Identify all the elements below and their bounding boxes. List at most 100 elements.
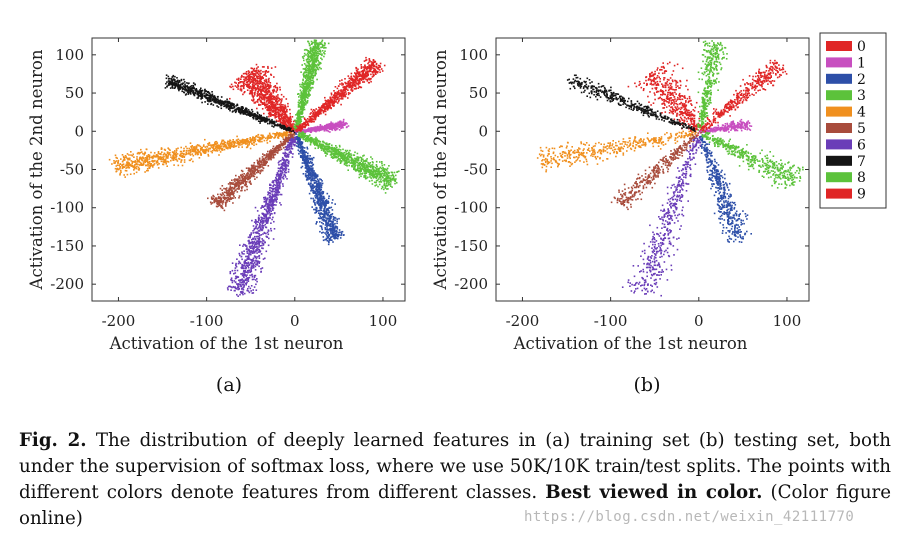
data-point — [247, 75, 250, 77]
data-point — [318, 214, 321, 216]
data-point — [271, 97, 274, 100]
data-point — [330, 149, 333, 151]
data-point — [258, 93, 261, 96]
data-point — [279, 86, 281, 89]
data-point — [228, 146, 231, 149]
data-point — [298, 143, 301, 146]
data-point — [387, 183, 390, 185]
data-point — [288, 123, 290, 126]
data-point — [163, 148, 166, 151]
data-point — [172, 155, 175, 158]
data-point — [258, 89, 260, 91]
data-point — [259, 79, 262, 82]
data-point — [369, 162, 371, 164]
data-point — [306, 163, 308, 165]
data-point — [363, 168, 365, 171]
data-point — [243, 78, 245, 81]
data-point — [117, 160, 119, 163]
data-point — [261, 238, 263, 240]
data-point — [196, 151, 199, 153]
data-point — [257, 66, 259, 68]
data-point — [125, 163, 128, 166]
data-point — [248, 85, 251, 88]
data-point — [176, 153, 179, 155]
data-point — [338, 217, 340, 220]
data-point — [229, 144, 232, 147]
data-point — [300, 144, 302, 147]
data-point — [199, 152, 202, 154]
data-point — [340, 152, 343, 155]
data-point — [325, 200, 327, 202]
data-point — [267, 87, 270, 89]
data-point — [147, 154, 150, 156]
data-point — [335, 151, 337, 154]
data-point — [216, 203, 219, 205]
data-point — [347, 161, 349, 163]
data-point — [253, 175, 256, 178]
data-point — [324, 226, 326, 229]
data-point — [283, 139, 286, 141]
data-point — [323, 128, 325, 131]
data-point — [220, 198, 222, 201]
data-point — [274, 135, 277, 137]
data-point — [301, 148, 304, 150]
data-point — [266, 231, 269, 234]
data-point — [281, 135, 283, 138]
data-point — [265, 162, 268, 165]
data-point — [326, 123, 328, 126]
data-point — [251, 70, 253, 73]
data-point — [364, 168, 367, 170]
data-point — [261, 159, 264, 162]
data-point — [150, 163, 152, 165]
data-point — [248, 177, 251, 180]
data-point — [240, 140, 242, 143]
data-point — [179, 153, 182, 156]
data-point — [323, 204, 326, 206]
data-point — [255, 241, 258, 244]
data-point — [230, 182, 232, 184]
data-point — [364, 177, 367, 180]
data-point — [312, 127, 314, 130]
data-point — [280, 148, 283, 151]
data-point — [226, 199, 229, 201]
data-point — [261, 166, 264, 168]
data-point — [174, 152, 177, 155]
data-point — [375, 180, 378, 182]
data-point — [319, 200, 322, 203]
data-point — [300, 136, 302, 139]
data-point — [141, 156, 144, 159]
data-point — [166, 155, 169, 158]
data-point — [254, 70, 256, 72]
data-point — [334, 155, 336, 157]
data-point — [350, 159, 352, 162]
data-point — [333, 226, 336, 228]
data-point — [277, 145, 279, 147]
data-point — [309, 185, 312, 187]
data-point — [250, 175, 253, 178]
data-point — [215, 197, 217, 199]
data-point — [148, 158, 151, 160]
data-point — [191, 145, 193, 147]
data-point — [331, 239, 333, 241]
data-point — [279, 98, 281, 101]
data-point — [238, 179, 241, 182]
data-point — [179, 150, 182, 153]
data-point — [189, 151, 192, 153]
data-point — [345, 164, 347, 166]
data-point — [323, 130, 326, 132]
data-point — [336, 160, 339, 162]
data-point — [341, 126, 343, 129]
data-point — [261, 75, 263, 78]
data-point — [329, 224, 331, 226]
data-point — [282, 107, 285, 110]
data-point — [265, 214, 267, 217]
data-point — [237, 180, 239, 182]
data-point — [262, 247, 264, 250]
data-point — [299, 132, 301, 135]
data-point — [306, 174, 308, 177]
data-point — [241, 146, 243, 148]
data-point — [342, 126, 344, 129]
data-point — [303, 150, 306, 152]
data-point — [361, 173, 363, 175]
data-point — [370, 171, 372, 174]
